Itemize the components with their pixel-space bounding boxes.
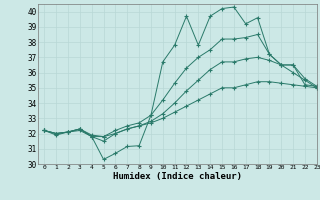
X-axis label: Humidex (Indice chaleur): Humidex (Indice chaleur) [113,172,242,181]
